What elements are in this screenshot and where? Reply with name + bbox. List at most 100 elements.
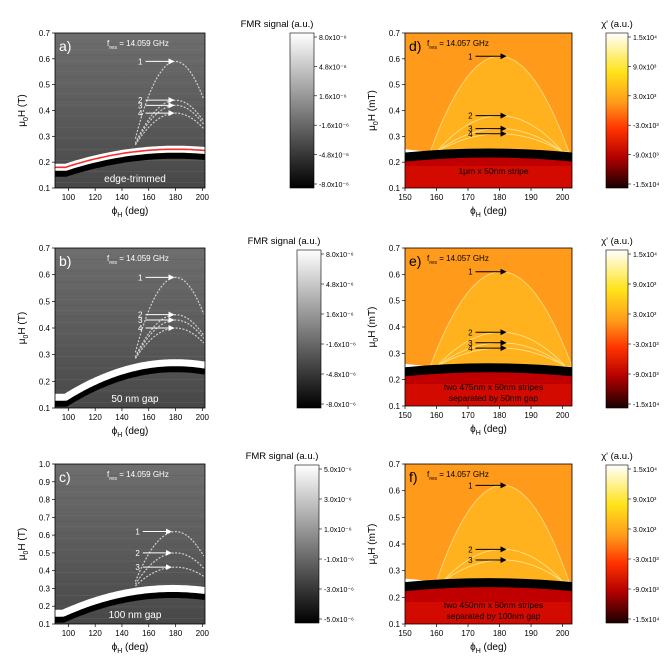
colorbar-tick-label: 8.0x10⁻⁶ xyxy=(319,35,347,42)
mode-number: 3 xyxy=(138,101,143,110)
y-tick-label: 0.2 xyxy=(39,377,51,386)
x-tick-label: 140 xyxy=(115,629,129,638)
y-tick-label: 0.5 xyxy=(39,297,51,306)
mode-number: 2 xyxy=(135,549,140,558)
y-tick-label: 0.1 xyxy=(389,184,401,193)
x-axis-label: ϕH (deg) xyxy=(470,642,507,655)
colorbar-tick-label: 9.0x10³ xyxy=(633,497,657,504)
resonance-dark-band xyxy=(405,363,572,377)
mode-arch-3 xyxy=(134,104,205,145)
y-tick-label: 0.2 xyxy=(389,158,401,167)
mode-number: 1 xyxy=(468,52,473,61)
y-tick-label: 0.2 xyxy=(39,158,51,167)
y-tick-label: 0.9 xyxy=(39,478,51,487)
plot-area-b xyxy=(55,248,205,408)
bottom-shade xyxy=(405,166,572,188)
colorbar-tick-label: -1.6x10⁻⁶ xyxy=(326,342,356,349)
y-axis-label: μ0H (T) xyxy=(17,528,30,560)
y-tick-label: 0.2 xyxy=(39,602,51,611)
y-tick-label: 0.6 xyxy=(39,271,51,280)
y-tick-label: 0.4 xyxy=(39,324,51,333)
y-tick-label: 0.7 xyxy=(389,244,401,253)
colorbar-tick-label: -3.0x10³ xyxy=(633,342,659,349)
colorbar-tick-label: 4.8x10⁻⁶ xyxy=(326,282,354,289)
x-tick-label: 150 xyxy=(398,193,412,202)
y-tick-label: 1.0 xyxy=(39,460,51,469)
y-tick-label: 0.7 xyxy=(39,29,51,38)
x-tick-label: 120 xyxy=(88,413,102,422)
bottom-shade xyxy=(405,602,572,624)
mode-number: 3 xyxy=(468,125,473,134)
y-tick-label: 0.6 xyxy=(389,270,401,279)
x-tick-label: 120 xyxy=(88,193,102,202)
mode-number: 1 xyxy=(468,268,473,277)
x-tick-label: 200 xyxy=(556,629,570,638)
x-tick-label: 100 xyxy=(62,629,76,638)
colorbar-tick-label: 4.8x10⁻⁶ xyxy=(319,64,347,71)
x-tick-label: 200 xyxy=(196,193,210,202)
x-tick-label: 100 xyxy=(62,193,76,202)
resonance-dark-band xyxy=(55,588,205,623)
x-tick-label: 180 xyxy=(493,193,507,202)
colorbar-tick-label: -1.5x10⁴ xyxy=(633,182,659,189)
colorbar-tick-label: 5.0x10⁻⁶ xyxy=(324,467,352,474)
y-tick-label: 0.1 xyxy=(389,620,401,629)
colorbar-tick-label: 3.0x10³ xyxy=(633,312,657,319)
y-tick-label: 0.6 xyxy=(39,531,51,540)
panel-a: 100 120 140 160 180 200 0.1 0.2 0.3 0.4 0.5 0.6 0.7 ϕ… xyxy=(17,19,349,219)
panels-root: 100 120 140 160 180 200 0.1 0.2 0.3 0.4 0.5 0.6 0.7 ϕ… xyxy=(17,19,659,655)
x-tick-label: 150 xyxy=(398,629,412,638)
y-tick-label: 0.3 xyxy=(389,132,401,141)
x-axis-label: ϕH (deg) xyxy=(112,426,149,439)
y-tick-label: 0.4 xyxy=(39,567,51,576)
y-tick-label: 0.3 xyxy=(39,132,51,141)
colorbar-tick-label: -9.0x10³ xyxy=(633,587,659,594)
panel-caption-line: two 475nm x 50nm stripes xyxy=(444,382,543,392)
colorbar-tick-label: -1.5x10⁴ xyxy=(633,617,659,624)
y-tick-label: 0.3 xyxy=(389,349,401,358)
colorbar-tick-label: -3.0x10³ xyxy=(633,123,659,130)
colorbar-tick-label: -1.0x10⁻⁶ xyxy=(324,557,354,564)
colorbar-title: FMR signal (a.u.) xyxy=(246,451,319,462)
y-tick-label: 0.1 xyxy=(389,402,401,411)
x-tick-label: 160 xyxy=(430,411,444,420)
x-tick-label: 180 xyxy=(169,629,183,638)
colorbar-tick-label: 1.5x10⁴ xyxy=(633,252,657,259)
mode-number: 3 xyxy=(468,556,473,565)
y-tick-label: 0.8 xyxy=(39,496,51,505)
colorbar-tick-label: -3.0x10³ xyxy=(633,557,659,564)
x-tick-label: 180 xyxy=(493,629,507,638)
y-tick-label: 0.1 xyxy=(39,184,51,193)
plot-area-c xyxy=(55,464,205,624)
panel-label: c) xyxy=(59,469,71,485)
panel-caption: edge-trimmed xyxy=(104,174,166,185)
panel-caption-line: two 450nm x 50nm stripes xyxy=(444,600,543,610)
panel-caption: 100 nm gap xyxy=(109,610,162,621)
x-tick-label: 150 xyxy=(398,411,412,420)
panel-caption-line: 1μm x 50nm stripe xyxy=(458,166,528,176)
y-tick-label: 0.4 xyxy=(39,107,51,116)
x-axis-label: ϕH (deg) xyxy=(112,206,149,219)
panel-e: 150 160 170 180 190 200 0.1 0.2 0.3 0.4 0.5 0.6 0.7 ϕ… xyxy=(367,236,659,437)
x-tick-label: 170 xyxy=(461,193,475,202)
y-tick-label: 0.5 xyxy=(389,81,401,90)
y-tick-label: 0.2 xyxy=(389,376,401,385)
y-tick-label: 0.6 xyxy=(389,55,401,64)
colorbar-tick-label: 3.0x10³ xyxy=(633,527,657,534)
x-axis-label: ϕH (deg) xyxy=(470,424,507,437)
resonance-dark-band xyxy=(55,363,205,407)
mode-number: 4 xyxy=(138,109,143,118)
x-tick-label: 180 xyxy=(493,411,507,420)
y-tick-label: 0.7 xyxy=(39,244,51,253)
panel-caption: 50 nm gap xyxy=(111,394,159,405)
colorbar-tick-label: -4.8x10⁻⁶ xyxy=(326,372,356,379)
y-tick-label: 0.2 xyxy=(389,593,401,602)
mode-number: 1 xyxy=(138,57,143,66)
y-axis-label: μ0H (mT) xyxy=(367,524,380,565)
x-tick-label: 180 xyxy=(169,193,183,202)
panel-d: 150 160 170 180 190 200 0.1 0.2 0.3 0.4 0.5 0.6 0.7 ϕ… xyxy=(367,19,659,219)
resonance-frequency: fres = 14.059 GHz xyxy=(107,39,169,51)
x-tick-label: 140 xyxy=(115,193,129,202)
colorbar-tick-label: 9.0x10³ xyxy=(633,64,657,71)
x-tick-label: 190 xyxy=(524,411,538,420)
